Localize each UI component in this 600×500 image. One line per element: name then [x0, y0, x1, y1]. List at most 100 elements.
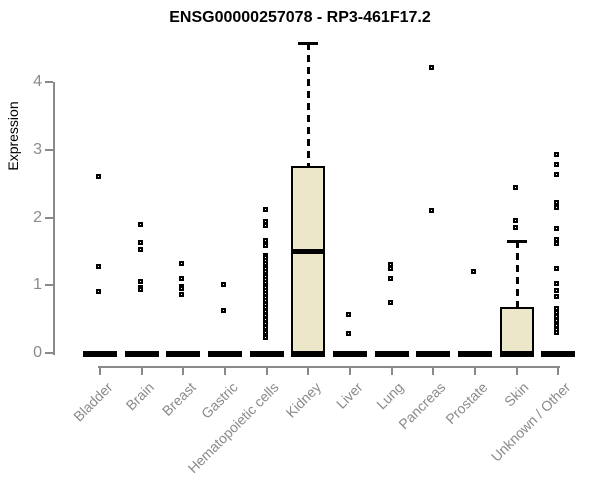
outlier-point: [96, 288, 101, 294]
x-axis-tick: [390, 368, 393, 375]
zero-median-bar: [124, 351, 159, 357]
outlier-point: [554, 329, 560, 335]
x-axis-tick-label: Breast: [158, 379, 199, 419]
outlier-point: [554, 310, 560, 316]
outlier-point: [137, 279, 143, 285]
outlier-point: [554, 265, 560, 271]
x-axis-tick: [348, 368, 351, 375]
outlier-point: [220, 307, 226, 313]
outlier-point: [554, 294, 560, 300]
outlier-point: [179, 275, 185, 281]
x-axis-tick: [307, 368, 310, 375]
outlier-point: [137, 286, 143, 292]
zero-median-bar: [416, 351, 451, 357]
outlier-point: [262, 325, 268, 331]
x-axis-tick: [223, 368, 226, 375]
outlier-point: [262, 308, 268, 314]
x-axis-tick: [265, 368, 268, 375]
outlier-point: [262, 206, 268, 212]
zero-median-bar: [541, 351, 576, 357]
outlier-point: [387, 275, 393, 281]
outlier-point: [554, 322, 560, 328]
y-axis-tick-label: 0: [33, 344, 42, 361]
outlier-point: [512, 218, 518, 224]
outlier-point: [137, 247, 143, 253]
x-axis-tick-label: Skin: [501, 379, 532, 410]
x-axis-tick-label: Bladder: [69, 379, 116, 425]
y-axis-tick-label: 1: [33, 276, 42, 294]
outlier-point: [554, 281, 560, 287]
outlier-point: [554, 241, 560, 247]
x-axis-line: [98, 366, 561, 368]
x-axis-tick-label: Kidney: [282, 379, 324, 421]
outlier-point: [554, 152, 560, 158]
outlier-point: [96, 264, 101, 270]
y-axis-line: [53, 82, 55, 355]
x-axis-tick: [473, 368, 476, 375]
outlier-point: [179, 292, 185, 298]
outlier-point: [554, 318, 560, 324]
x-axis-tick-label: Lung: [373, 379, 407, 413]
outlier-point: [345, 330, 351, 336]
outlier-point: [262, 313, 268, 319]
y-axis-tick-label: 3: [33, 140, 42, 158]
x-axis-tick: [140, 368, 143, 375]
y-axis-tick: [45, 216, 53, 219]
x-axis-tick-label: Brain: [122, 379, 157, 414]
outlier-point: [554, 161, 560, 167]
x-axis-tick-label: Liver: [332, 379, 366, 412]
outlier-point: [262, 329, 268, 335]
x-axis-tick-label: Prostate: [442, 379, 491, 428]
outlier-point: [387, 299, 393, 305]
outlier-point: [179, 260, 185, 266]
zero-median-bar: [249, 351, 284, 357]
outlier-point: [262, 334, 268, 340]
outlier-point: [179, 285, 185, 291]
x-axis-tick: [182, 368, 185, 375]
outlier-point: [262, 321, 268, 327]
y-axis-tick-label: 2: [33, 208, 42, 226]
outlier-point: [137, 239, 143, 245]
outlier-point: [137, 222, 143, 228]
y-axis-tick-label: 4: [33, 73, 42, 90]
outlier-point: [554, 172, 560, 178]
outlier-point: [262, 243, 268, 249]
zero-median-bar: [291, 351, 326, 357]
zero-median-bar: [499, 351, 534, 357]
outlier-point: [96, 174, 101, 180]
whisker-cap: [506, 239, 527, 243]
x-axis-tick: [557, 368, 560, 375]
y-axis-tick: [45, 148, 53, 151]
y-axis-tick: [45, 352, 53, 354]
outlier-point: [554, 236, 560, 242]
outlier-point: [387, 262, 393, 268]
zero-median-bar: [207, 351, 242, 357]
y-axis-tick: [45, 81, 53, 83]
outlier-point: [470, 269, 476, 275]
box-rect: [291, 166, 326, 353]
outlier-point: [554, 199, 560, 205]
zero-median-bar: [332, 351, 367, 357]
zero-median-bar: [166, 351, 201, 357]
outlier-point: [262, 304, 268, 310]
outlier-point: [429, 208, 435, 214]
outlier-point: [554, 314, 560, 320]
outlier-point: [262, 218, 268, 224]
box-rect: [499, 306, 534, 353]
whisker-line: [515, 240, 519, 307]
median-line: [291, 248, 326, 254]
outlier-point: [262, 317, 268, 323]
zero-median-bar: [83, 351, 117, 357]
outlier-point: [512, 224, 518, 230]
x-axis-tick-label: Unknown / Other: [487, 379, 574, 465]
outlier-point: [387, 266, 393, 272]
outlier-point: [429, 65, 435, 71]
outlier-point: [554, 306, 560, 312]
chart-title: ENSG00000257078 - RP3-461F17.2: [169, 9, 431, 26]
zero-median-bar: [457, 351, 492, 357]
outlier-point: [262, 222, 268, 228]
outlier-point: [220, 281, 226, 287]
whisker-cap: [298, 42, 319, 46]
